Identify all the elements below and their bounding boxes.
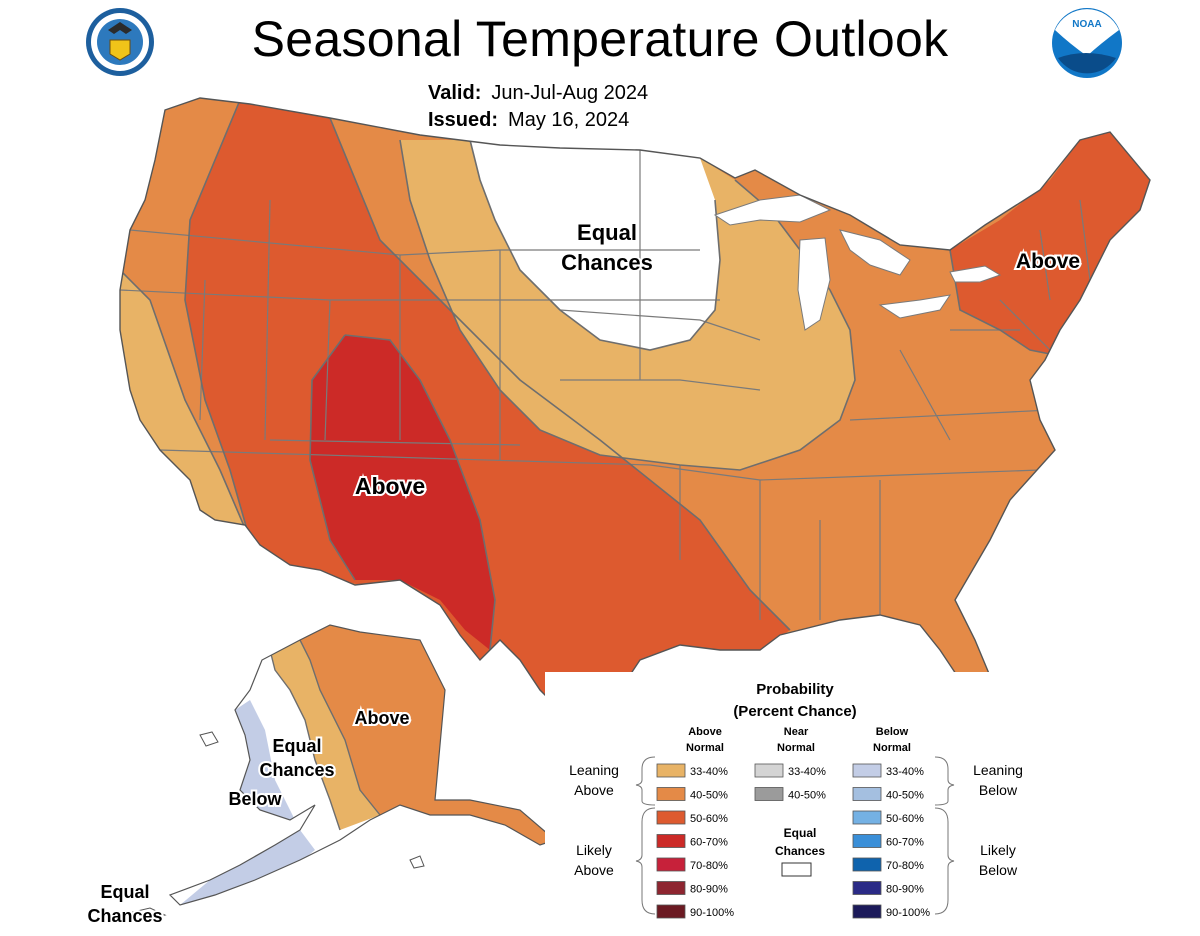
map-labels: Equal Chances Above Above Above Equal Ch… bbox=[85, 218, 1082, 928]
valid-value: Jun-Jul-Aug 2024 bbox=[491, 82, 649, 104]
legend-above-swatch-label-4: 70-80% bbox=[690, 860, 728, 872]
above-alaska-label: Above bbox=[354, 708, 409, 728]
legend-col-near-line1: Near bbox=[784, 726, 809, 738]
above-southwest-label: Above bbox=[355, 473, 425, 499]
legend-above-swatch-label-3: 60-70% bbox=[690, 837, 728, 849]
issued-label: Issued: bbox=[428, 109, 499, 131]
zone-equal-chances-north bbox=[470, 140, 720, 350]
legend-above-swatch-3 bbox=[656, 834, 686, 848]
issued-value: May 16, 2024 bbox=[508, 109, 630, 131]
alaska-outlook bbox=[170, 625, 555, 905]
great-lakes bbox=[713, 194, 1002, 331]
legend-near-swatch-label-0: 33-40% bbox=[788, 766, 826, 778]
zone-33-40-below-alaska bbox=[180, 700, 315, 905]
legend-near-swatch-label-1: 40-50% bbox=[788, 790, 826, 802]
equal-chances-alaska-line1: Equal bbox=[272, 736, 321, 756]
alaska-islands bbox=[119, 731, 425, 921]
legend-above-swatch-label-0: 33-40% bbox=[690, 766, 728, 778]
legend-below-swatches: 33-40% 40-50% 50-60% 60-70% 70-80% 80-90% 90-1… bbox=[852, 763, 930, 919]
legend-above-swatch-2 bbox=[656, 810, 686, 825]
legend-below-swatch-2 bbox=[852, 810, 882, 825]
legend-leaning-above-line1: Leaning bbox=[569, 762, 619, 778]
legend-below-swatch-3 bbox=[852, 834, 882, 848]
legend-col-near-line2: Normal bbox=[777, 742, 815, 754]
legend-above-swatch-label-6: 90-100% bbox=[690, 907, 734, 919]
legend-above-swatches: 33-40% 40-50% 50-60% 60-70% 70-80% 80-90% 90-1… bbox=[656, 763, 734, 919]
legend-equal-chances-line2: Chances bbox=[775, 844, 825, 858]
legend-title-line1: Probability bbox=[756, 681, 834, 698]
legend-below-swatch-5 bbox=[852, 881, 882, 895]
legend-likely-above-line2: Above bbox=[574, 862, 614, 878]
zone-50-60-northeast bbox=[950, 132, 1150, 355]
commerce-seal-icon bbox=[86, 8, 154, 76]
legend-below-swatch-6 bbox=[852, 904, 882, 919]
legend-below-swatch-label-6: 90-100% bbox=[886, 907, 930, 919]
legend-likely-below-line1: Likely bbox=[980, 842, 1016, 858]
legend-above-swatch-1 bbox=[656, 787, 686, 801]
legend-col-above-line1: Above bbox=[688, 726, 722, 738]
legend-leaning-above-line2: Above bbox=[574, 782, 614, 798]
legend-near-swatches: 33-40% 40-50% bbox=[754, 763, 826, 802]
zone-60-70-four-corners bbox=[310, 335, 495, 650]
probability-legend: Probability (Percent Chance) Above Norma… bbox=[545, 672, 1040, 930]
zone-33-40-alaska bbox=[270, 640, 380, 830]
alaska-outline bbox=[168, 624, 557, 906]
legend-equal-chances-line1: Equal bbox=[784, 826, 817, 840]
below-alaska-label: Below bbox=[228, 789, 282, 809]
equal-chances-north-line1: Equal bbox=[577, 220, 637, 245]
legend-below-swatch-label-4: 70-80% bbox=[886, 860, 924, 872]
valid-label: Valid: bbox=[428, 82, 482, 104]
legend-below-swatch-label-3: 60-70% bbox=[886, 837, 924, 849]
equal-chances-north-line2: Chances bbox=[561, 250, 653, 275]
conus-outline bbox=[119, 97, 1151, 742]
legend-below-swatch-label-2: 50-60% bbox=[886, 813, 924, 825]
legend-near-swatch-0 bbox=[754, 763, 784, 778]
legend-background bbox=[545, 672, 1040, 930]
legend-title-line2: (Percent Chance) bbox=[733, 703, 856, 720]
legend-above-swatch-5 bbox=[656, 881, 686, 895]
legend-above-swatch-label-1: 40-50% bbox=[690, 790, 728, 802]
above-northeast-label: Above bbox=[1016, 250, 1080, 273]
legend-above-swatch-label-2: 50-60% bbox=[690, 813, 728, 825]
legend-col-below-line1: Below bbox=[876, 726, 909, 738]
zone-50-60-west bbox=[185, 100, 790, 740]
legend-leaning-below-line1: Leaning bbox=[973, 762, 1023, 778]
legend-leaning-below-line2: Below bbox=[979, 782, 1018, 798]
noaa-logo-icon: NOAA bbox=[1052, 8, 1122, 78]
legend-above-swatch-0 bbox=[656, 763, 686, 778]
legend-above-swatch-4 bbox=[656, 857, 686, 872]
equal-chances-aleutians-line2: Chances bbox=[87, 906, 162, 926]
legend-likely-below-line2: Below bbox=[979, 862, 1018, 878]
legend-above-swatch-label-5: 80-90% bbox=[690, 884, 728, 896]
alaska-contours bbox=[269, 639, 381, 831]
legend-below-swatch-label-0: 33-40% bbox=[886, 766, 924, 778]
probability-contours bbox=[120, 99, 1056, 651]
equal-chances-alaska-line2: Chances bbox=[259, 760, 334, 780]
conus-outlook bbox=[120, 98, 1150, 740]
legend-below-swatch-label-5: 80-90% bbox=[886, 884, 924, 896]
page-title: Seasonal Temperature Outlook bbox=[251, 11, 949, 67]
zone-40-50-alaska bbox=[300, 625, 555, 850]
legend-near-swatch-1 bbox=[754, 787, 784, 801]
issued-row: Issued: May 16, 2024 bbox=[428, 109, 629, 132]
legend-below-swatch-1 bbox=[852, 787, 882, 801]
legend-col-below-line2: Normal bbox=[873, 742, 911, 754]
legend-equal-chances-swatch bbox=[781, 862, 812, 877]
noaa-logo-text: NOAA bbox=[1072, 19, 1101, 30]
legend-below-swatch-4 bbox=[852, 857, 882, 872]
equal-chances-aleutians-line1: Equal bbox=[100, 882, 149, 902]
legend-below-swatch-0 bbox=[852, 763, 882, 778]
legend-likely-above-line1: Likely bbox=[576, 842, 612, 858]
legend-below-swatch-label-1: 40-50% bbox=[886, 790, 924, 802]
legend-braces bbox=[635, 756, 955, 915]
legend-above-swatch-6 bbox=[656, 904, 686, 919]
valid-row: Valid: Jun-Jul-Aug 2024 bbox=[428, 82, 648, 105]
legend-col-above-line2: Normal bbox=[686, 742, 724, 754]
